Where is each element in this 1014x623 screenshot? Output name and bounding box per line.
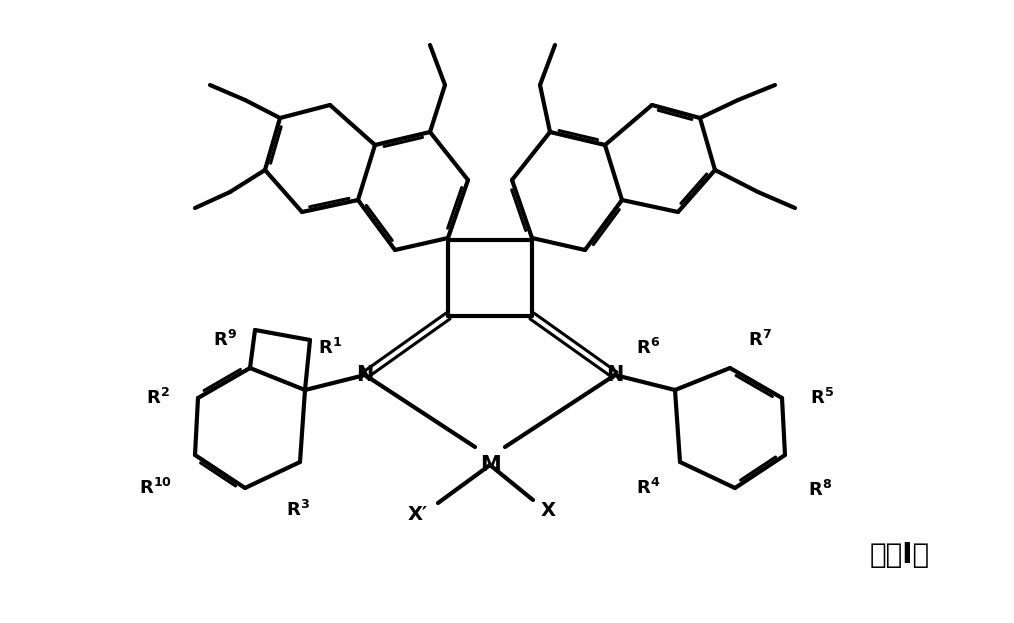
Text: $\mathbf{R^6}$: $\mathbf{R^6}$ xyxy=(636,338,660,358)
Text: $\mathbf{R^5}$: $\mathbf{R^5}$ xyxy=(810,388,834,408)
Text: X′: X′ xyxy=(408,505,428,525)
Text: N: N xyxy=(606,365,624,385)
Text: X: X xyxy=(540,500,556,520)
Text: $\mathbf{R^2}$: $\mathbf{R^2}$ xyxy=(146,388,170,408)
Text: N: N xyxy=(356,365,374,385)
Text: $\mathbf{R^8}$: $\mathbf{R^8}$ xyxy=(808,480,832,500)
Text: 式（I）: 式（I） xyxy=(870,541,930,569)
Text: $\mathbf{R^1}$: $\mathbf{R^1}$ xyxy=(318,338,342,358)
Text: $\mathbf{R^9}$: $\mathbf{R^9}$ xyxy=(213,330,237,350)
Text: $\mathbf{R^{10}}$: $\mathbf{R^{10}}$ xyxy=(139,478,171,498)
Text: $\mathbf{R^7}$: $\mathbf{R^7}$ xyxy=(748,330,772,350)
Text: $\mathbf{R^3}$: $\mathbf{R^3}$ xyxy=(286,500,310,520)
Text: $\mathbf{R^4}$: $\mathbf{R^4}$ xyxy=(636,478,660,498)
Text: M: M xyxy=(480,455,500,475)
